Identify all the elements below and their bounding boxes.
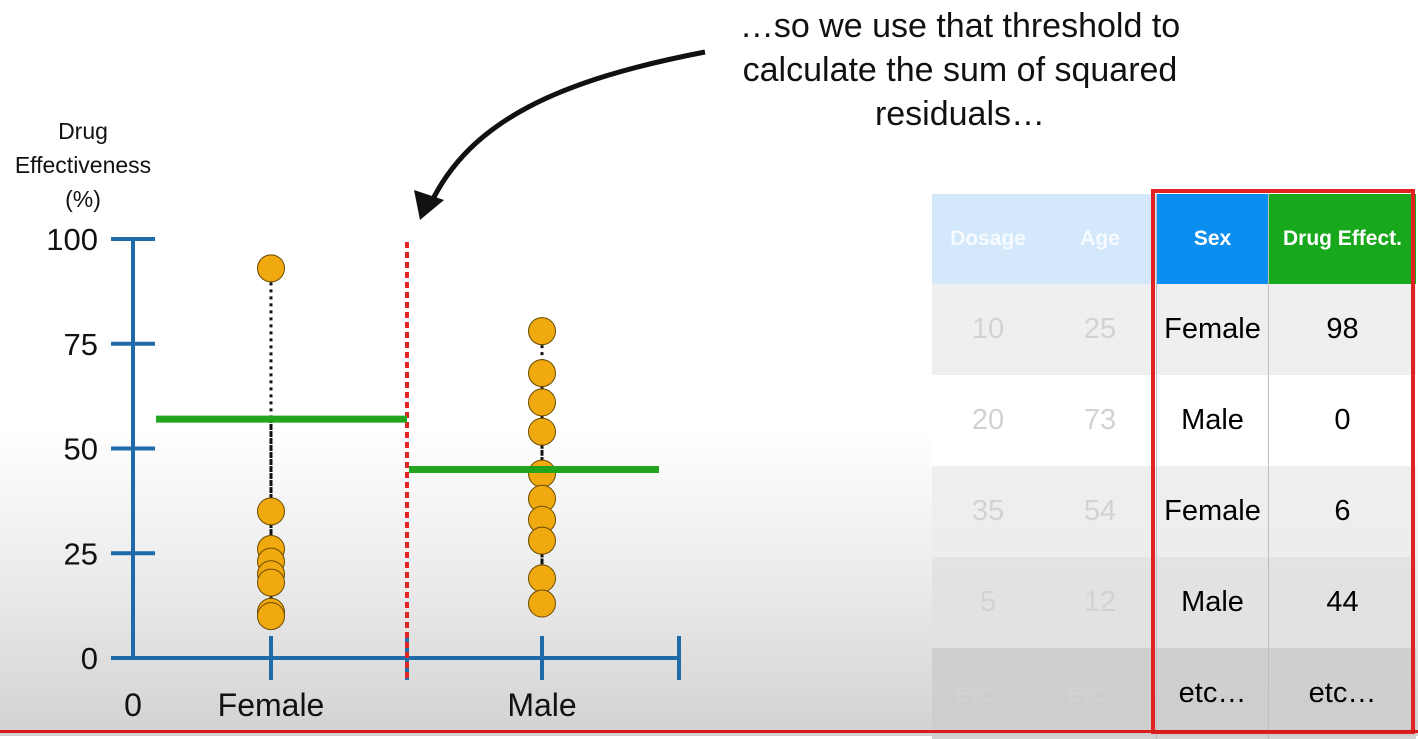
data-point-female [257,602,285,631]
cell-drug-effect: 44 [1268,557,1416,648]
y-tick-label: 75 [64,327,98,362]
cell-age: etc… [1066,677,1134,709]
bottom-progress-line [0,730,1418,733]
cell-age: 12 [1083,586,1117,618]
table-row: 5 12 Male 44 [932,557,1416,648]
data-point-male [528,417,556,446]
data-point-female [257,254,285,283]
cell-dosage: 35 [971,495,1005,527]
cell-age: 25 [1083,313,1117,345]
header-sex: Sex [1156,194,1268,284]
cell-sex: Female [1156,284,1268,375]
caption-line-1: …so we use that threshold to [739,7,1181,45]
x-origin-label: 0 [124,687,142,723]
y-axis-label-line-1: Drug [58,118,108,144]
y-tick-label: 50 [64,432,98,467]
cell-drug-effect: etc… [1268,648,1416,739]
data-point-male [528,589,556,618]
table-row: 10 25 Female 98 [932,284,1416,375]
x-tick-label-male: Male [507,687,576,723]
y-tick-label: 25 [64,536,98,571]
table-header-row: Dosage Age Sex Drug Effect. [932,194,1416,284]
data-point-female [257,568,285,597]
table-row: etc… etc… etc… etc… [932,648,1416,739]
data-point-male [528,564,556,593]
data-point-male [528,459,556,488]
y-axis-label: Drug Effectiveness (%) [0,114,166,216]
caption-line-3: residuals… [874,95,1046,133]
data-point-male [528,317,556,346]
cell-sex: Male [1156,375,1268,466]
cell-drug-effect: 6 [1268,466,1416,557]
cell-age: 54 [1083,495,1117,527]
x-tick-label-female: Female [218,687,325,723]
data-point-male [528,526,556,555]
y-axis-label-line-2: Effectiveness [14,152,152,178]
data-point-female [257,497,285,526]
table-row: 35 54 Female 6 [932,466,1416,557]
data-point-male [528,359,556,388]
cell-dosage: etc… [954,677,1022,709]
cell-age: 73 [1083,404,1117,436]
cell-dosage: 5 [979,586,997,618]
cell-dosage: 10 [971,313,1005,345]
y-axis-label-line-3: (%) [65,186,101,212]
header-age: Age [1044,194,1156,284]
cell-drug-effect: 98 [1268,284,1416,375]
caption-arrow-head [414,190,444,220]
caption: …so we use that threshold to calculate t… [690,4,1230,136]
header-drug-effect: Drug Effect. [1268,194,1416,284]
cell-sex: etc… [1156,648,1268,739]
data-point-male [528,388,556,417]
caption-arrow [427,49,706,207]
cell-dosage: 20 [971,404,1005,436]
y-tick-label: 100 [46,222,98,257]
data-table: Dosage Age Sex Drug Effect. 10 25 Female… [932,194,1416,739]
cell-sex: Female [1156,466,1268,557]
caption-line-2: calculate the sum of squared [742,51,1178,89]
table-row: 20 73 Male 0 [932,375,1416,466]
y-tick-label: 0 [81,641,98,676]
header-dosage: Dosage [932,194,1044,284]
cell-drug-effect: 0 [1268,375,1416,466]
cell-sex: Male [1156,557,1268,648]
